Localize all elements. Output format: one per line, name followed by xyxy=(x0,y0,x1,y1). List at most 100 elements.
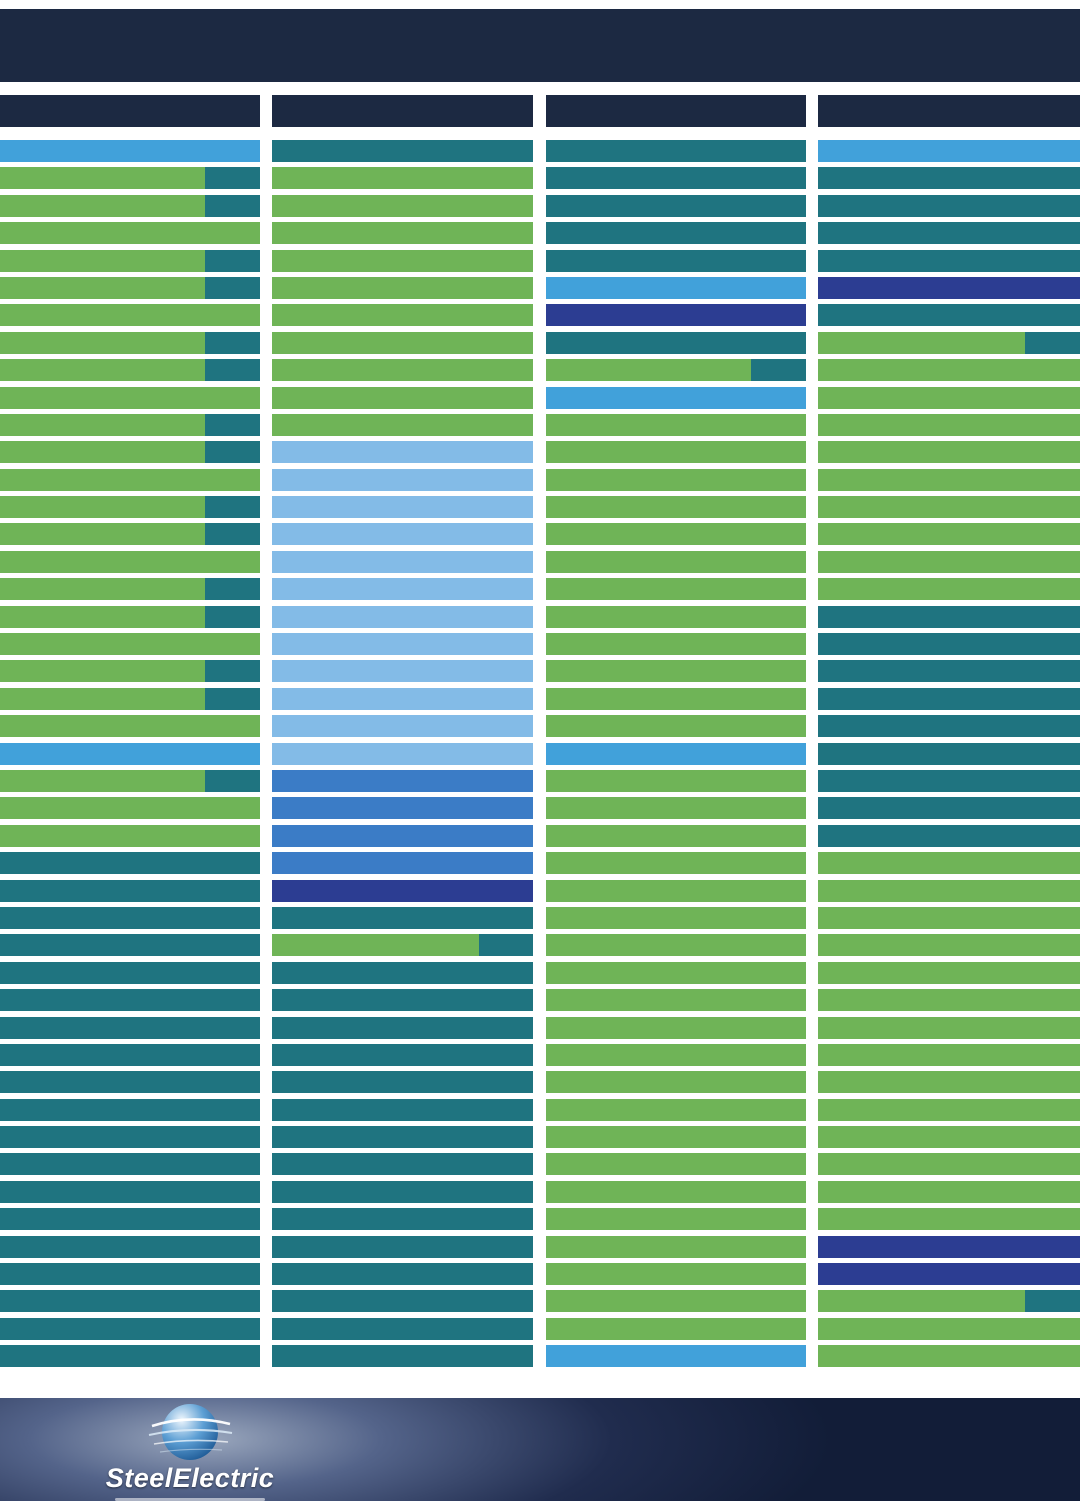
teal-end-segment xyxy=(205,276,260,299)
green-bar xyxy=(0,386,260,409)
green-bar xyxy=(817,852,1080,875)
teal-bar xyxy=(0,989,260,1012)
green-bar xyxy=(817,1016,1080,1039)
green-bar xyxy=(0,468,260,491)
teal-bar xyxy=(272,1126,534,1149)
sky-blue-bar xyxy=(0,742,260,765)
top-banner xyxy=(0,9,1080,82)
light-blue-bar xyxy=(272,660,534,683)
green-bar xyxy=(545,1153,806,1176)
green-bar-with-teal-end xyxy=(0,249,260,272)
green-bar xyxy=(817,1180,1080,1203)
green-bar xyxy=(545,1208,806,1231)
teal-end-segment xyxy=(205,359,260,382)
light-blue-bar xyxy=(272,523,534,546)
teal-bar xyxy=(0,1016,260,1039)
teal-bar xyxy=(272,1208,534,1231)
green-bar xyxy=(817,961,1080,984)
teal-bar xyxy=(0,1317,260,1340)
brand-name: SteelElectric xyxy=(105,1463,275,1493)
green-bar xyxy=(545,1263,806,1286)
teal-end-segment xyxy=(205,578,260,601)
green-bar xyxy=(545,1016,806,1039)
light-blue-bar xyxy=(272,578,534,601)
teal-bar xyxy=(272,1290,534,1313)
footer: SteelElectric xyxy=(0,1398,1080,1501)
lineup-grid xyxy=(0,95,1080,1373)
green-bar-with-teal-end xyxy=(0,359,260,382)
light-blue-bar xyxy=(272,715,534,738)
green-bar xyxy=(545,1043,806,1066)
teal-bar xyxy=(0,1153,260,1176)
column-header-4 xyxy=(817,95,1080,127)
green-bar xyxy=(545,934,806,957)
light-blue-bar xyxy=(272,742,534,765)
green-bar xyxy=(0,304,260,327)
green-bar xyxy=(545,578,806,601)
teal-bar xyxy=(272,1016,534,1039)
green-bar xyxy=(817,1317,1080,1340)
green-bar-with-teal-end xyxy=(0,578,260,601)
teal-end-segment xyxy=(205,167,260,190)
green-bar xyxy=(545,633,806,656)
light-blue-bar xyxy=(272,496,534,519)
teal-bar xyxy=(0,934,260,957)
teal-bar xyxy=(817,797,1080,820)
teal-bar xyxy=(817,687,1080,710)
green-bar xyxy=(272,222,534,245)
teal-bar xyxy=(272,1071,534,1094)
green-bar xyxy=(545,961,806,984)
teal-bar xyxy=(0,1126,260,1149)
teal-bar xyxy=(0,1235,260,1258)
green-bar xyxy=(817,550,1080,573)
teal-bar xyxy=(0,1098,260,1121)
teal-bar xyxy=(545,194,806,217)
green-bar xyxy=(545,797,806,820)
light-blue-bar xyxy=(272,605,534,628)
teal-bar xyxy=(272,1235,534,1258)
blue-bar xyxy=(272,797,534,820)
green-bar-with-teal-end xyxy=(0,167,260,190)
green-bar xyxy=(817,989,1080,1012)
lineup-column-4 xyxy=(817,95,1080,1373)
green-bar-with-teal-end xyxy=(0,276,260,299)
green-bar xyxy=(545,550,806,573)
green-bar xyxy=(545,879,806,902)
light-blue-bar xyxy=(272,468,534,491)
globe-icon xyxy=(148,1404,233,1460)
brand-tagline-line xyxy=(115,1498,265,1501)
teal-bar xyxy=(817,304,1080,327)
green-bar-with-teal-end xyxy=(0,496,260,519)
teal-bar xyxy=(545,140,806,162)
lineup-column-1 xyxy=(0,95,260,1373)
green-bar xyxy=(817,1071,1080,1094)
green-bar xyxy=(817,359,1080,382)
green-bar xyxy=(0,797,260,820)
teal-end-segment xyxy=(205,660,260,683)
green-bar-with-teal-end xyxy=(0,441,260,464)
teal-end-segment xyxy=(1024,331,1080,354)
indigo-bar xyxy=(817,276,1080,299)
teal-bar xyxy=(0,1071,260,1094)
teal-end-segment xyxy=(205,769,260,792)
green-bar xyxy=(545,687,806,710)
green-bar xyxy=(0,550,260,573)
green-bar-with-teal-end xyxy=(0,687,260,710)
teal-bar xyxy=(0,1290,260,1313)
teal-end-segment xyxy=(205,496,260,519)
teal-end-segment xyxy=(205,605,260,628)
green-bar xyxy=(545,605,806,628)
indigo-bar xyxy=(817,1235,1080,1258)
indigo-bar xyxy=(817,1263,1080,1286)
teal-bar xyxy=(545,249,806,272)
green-bar xyxy=(272,304,534,327)
green-bar xyxy=(545,852,806,875)
teal-bar xyxy=(272,989,534,1012)
green-bar xyxy=(272,249,534,272)
blue-bar xyxy=(272,824,534,847)
green-bar xyxy=(545,1317,806,1340)
green-bar xyxy=(817,578,1080,601)
green-bar xyxy=(545,715,806,738)
green-bar xyxy=(545,468,806,491)
